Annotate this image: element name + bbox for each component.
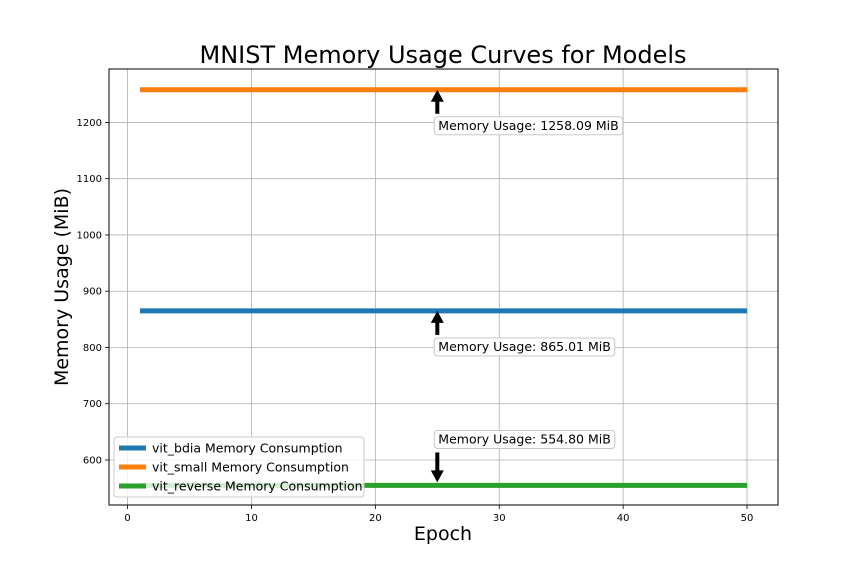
x-axis-label: Epoch xyxy=(414,523,472,545)
y-tick-label: 600 xyxy=(83,455,102,466)
x-tick-label: 10 xyxy=(245,513,258,524)
annotation-box xyxy=(433,337,616,357)
plot-frame xyxy=(108,68,779,506)
annotation-label: Memory Usage: 865.01 MiB xyxy=(438,339,611,354)
legend-box xyxy=(113,436,365,498)
annotation-arrow-head xyxy=(430,89,444,102)
annotation-arrow-shaft xyxy=(435,452,440,472)
series-lines xyxy=(139,87,748,488)
legend-label-1: vit_small Memory Consumption xyxy=(152,460,349,475)
annotation-arrow-shaft xyxy=(435,321,440,335)
legend: vit_bdia Memory Consumption vit_small Mem… xyxy=(113,436,365,498)
legend-label-0: vit_bdia Memory Consumption xyxy=(152,441,343,456)
y-tick-label: 1000 xyxy=(77,230,102,241)
x-tick-label: 0 xyxy=(124,513,130,524)
chart-title: MNIST Memory Usage Curves for Models xyxy=(199,41,686,69)
annotation-arrow-head xyxy=(430,470,444,483)
annotation-box xyxy=(433,429,616,449)
y-tick-label: 1100 xyxy=(77,174,102,185)
annotations: Memory Usage: 1258.09 MiB Memory Usage: 8… xyxy=(430,89,624,483)
y-tick-label: 900 xyxy=(83,287,102,298)
y-tick-label: 700 xyxy=(83,399,102,410)
annotation-box xyxy=(433,116,624,136)
x-tick-label: 30 xyxy=(493,513,506,524)
annotation-label: Memory Usage: 554.80 MiB xyxy=(438,431,611,446)
y-axis-label: Memory Usage (MiB) xyxy=(51,188,73,386)
x-tick-label: 50 xyxy=(741,513,754,524)
x-tick-label: 40 xyxy=(617,513,630,524)
y-tick-label: 800 xyxy=(83,343,102,354)
axis-ticks: 0 10 20 30 40 50 600 700 800 900 1000 1100 1200 xyxy=(77,118,754,524)
annotation-arrow-head xyxy=(430,310,444,323)
legend-label-2: vit_reverse Memory Consumption xyxy=(152,479,363,494)
annotation-label: Memory Usage: 1258.09 MiB xyxy=(438,118,618,133)
annotation-arrow-shaft xyxy=(435,100,440,114)
y-tick-label: 1200 xyxy=(77,118,102,129)
x-tick-label: 20 xyxy=(369,513,382,524)
